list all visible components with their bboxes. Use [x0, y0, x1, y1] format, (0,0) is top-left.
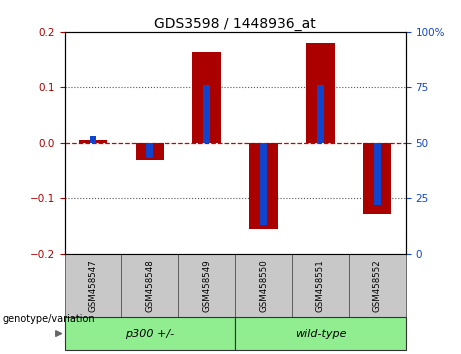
FancyBboxPatch shape [121, 254, 178, 317]
FancyBboxPatch shape [65, 317, 235, 350]
FancyBboxPatch shape [235, 254, 292, 317]
FancyBboxPatch shape [65, 254, 121, 317]
Bar [317, 85, 324, 143]
FancyBboxPatch shape [235, 317, 406, 350]
Text: wild-type: wild-type [295, 329, 346, 338]
Bar [363, 143, 391, 214]
Bar [374, 143, 381, 205]
Text: GSM458550: GSM458550 [259, 259, 268, 312]
Bar [147, 143, 153, 159]
Bar [89, 136, 96, 143]
Bar [203, 85, 210, 143]
FancyBboxPatch shape [349, 254, 406, 317]
Bar [260, 143, 267, 225]
Text: GSM458552: GSM458552 [373, 259, 382, 312]
Bar [249, 143, 278, 229]
FancyBboxPatch shape [292, 254, 349, 317]
Bar [136, 143, 164, 160]
Bar [79, 140, 107, 143]
Text: genotype/variation: genotype/variation [2, 314, 95, 324]
Text: GSM458547: GSM458547 [89, 259, 97, 312]
Bar [193, 52, 221, 143]
Text: GSM458551: GSM458551 [316, 259, 325, 312]
Text: GSM458548: GSM458548 [145, 259, 154, 312]
Bar [306, 43, 335, 143]
FancyBboxPatch shape [178, 254, 235, 317]
Text: p300 +/-: p300 +/- [125, 329, 174, 338]
Text: GSM458549: GSM458549 [202, 259, 211, 312]
Title: GDS3598 / 1448936_at: GDS3598 / 1448936_at [154, 17, 316, 31]
